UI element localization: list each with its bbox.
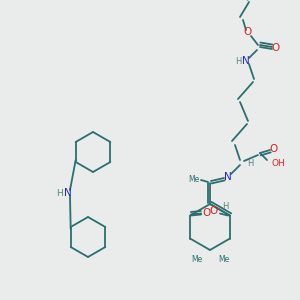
Text: H: H	[247, 160, 253, 169]
Text: Me: Me	[218, 256, 229, 265]
Text: H: H	[56, 188, 63, 197]
Text: OH: OH	[271, 158, 285, 167]
Text: O: O	[272, 43, 280, 53]
Text: N: N	[64, 188, 72, 198]
Text: O: O	[243, 27, 251, 37]
Text: Me: Me	[188, 176, 200, 184]
Text: N: N	[242, 56, 250, 66]
Text: Me: Me	[191, 256, 202, 265]
Text: O: O	[269, 144, 277, 154]
Text: H: H	[222, 202, 228, 211]
Text: O: O	[210, 206, 218, 217]
Text: H: H	[235, 56, 241, 65]
Text: N: N	[224, 172, 232, 182]
Text: O: O	[202, 208, 210, 218]
